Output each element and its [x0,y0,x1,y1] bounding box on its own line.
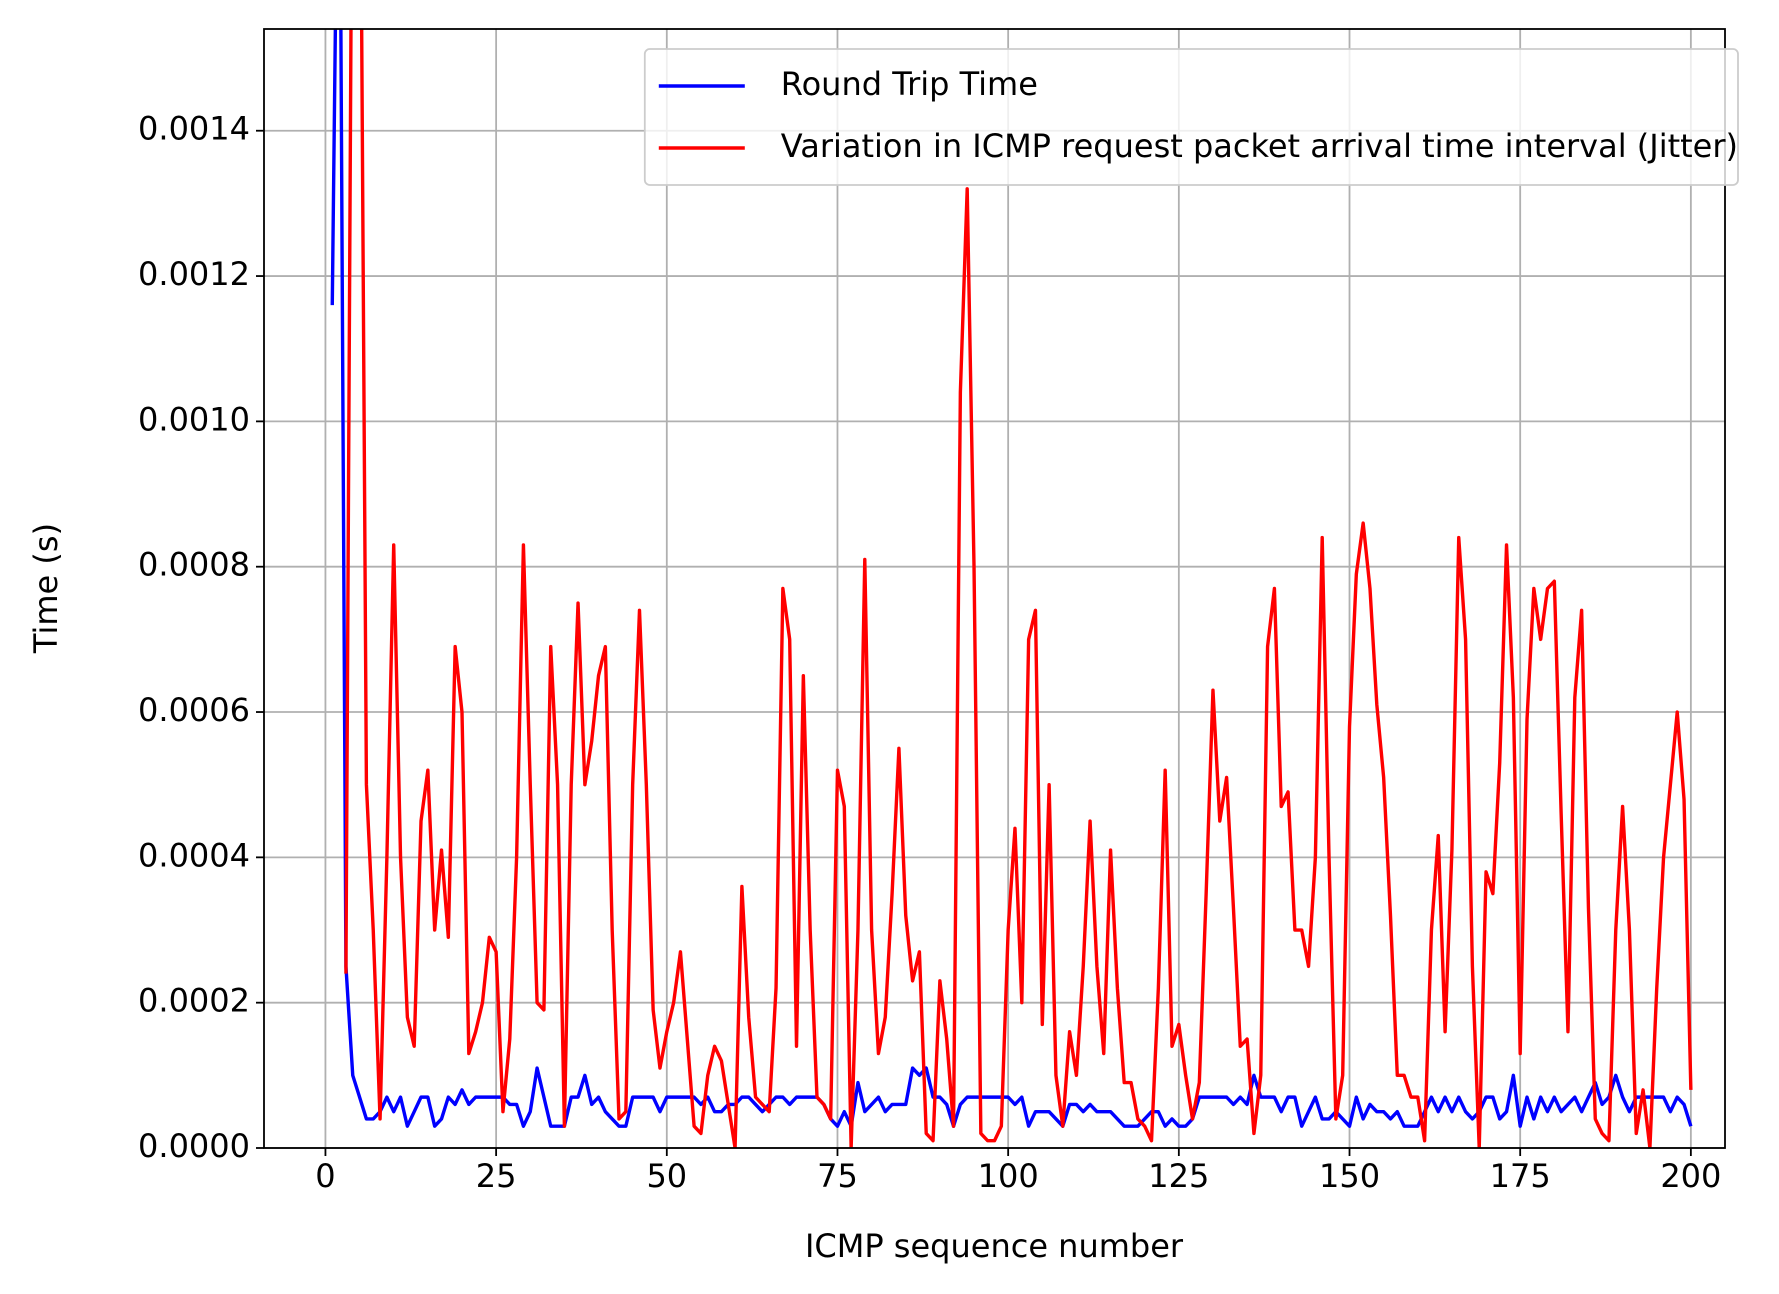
x-tick-label: 100 [978,1157,1039,1195]
y-tick-label: 0.0000 [138,1127,250,1165]
x-tick-label: 50 [646,1157,687,1195]
x-tick-label: 150 [1319,1157,1380,1195]
y-tick-label: 0.0010 [138,400,250,438]
x-tick-label: 25 [476,1157,517,1195]
y-tick-label: 0.0014 [138,110,250,148]
series-line [344,29,1693,1148]
x-tick-label: 0 [315,1157,335,1195]
x-tick-label: 125 [1148,1157,1209,1195]
y-tick-label: 0.0004 [138,836,250,874]
legend: Round Trip Time Variation in ICMP request… [643,48,1739,186]
y-tick-label: 0.0008 [138,546,250,584]
legend-box [643,48,1739,186]
plot-frame [263,28,1726,1149]
x-tick-label: 75 [817,1157,858,1195]
legend-label: Round Trip Time [781,65,1038,103]
x-tick-label: 200 [1660,1157,1721,1195]
series-line [330,29,1693,1128]
y-tick-label: 0.0002 [138,982,250,1020]
y-tick-label: 0.0006 [138,691,250,729]
y-tick-label: 0.0012 [138,255,250,293]
x-axis-label: ICMP sequence number [805,1227,1184,1265]
legend-label: Variation in ICMP request packet arrival… [781,127,1738,165]
x-tick-label: 175 [1490,1157,1551,1195]
y-axis-label: Time (s) [27,523,65,654]
